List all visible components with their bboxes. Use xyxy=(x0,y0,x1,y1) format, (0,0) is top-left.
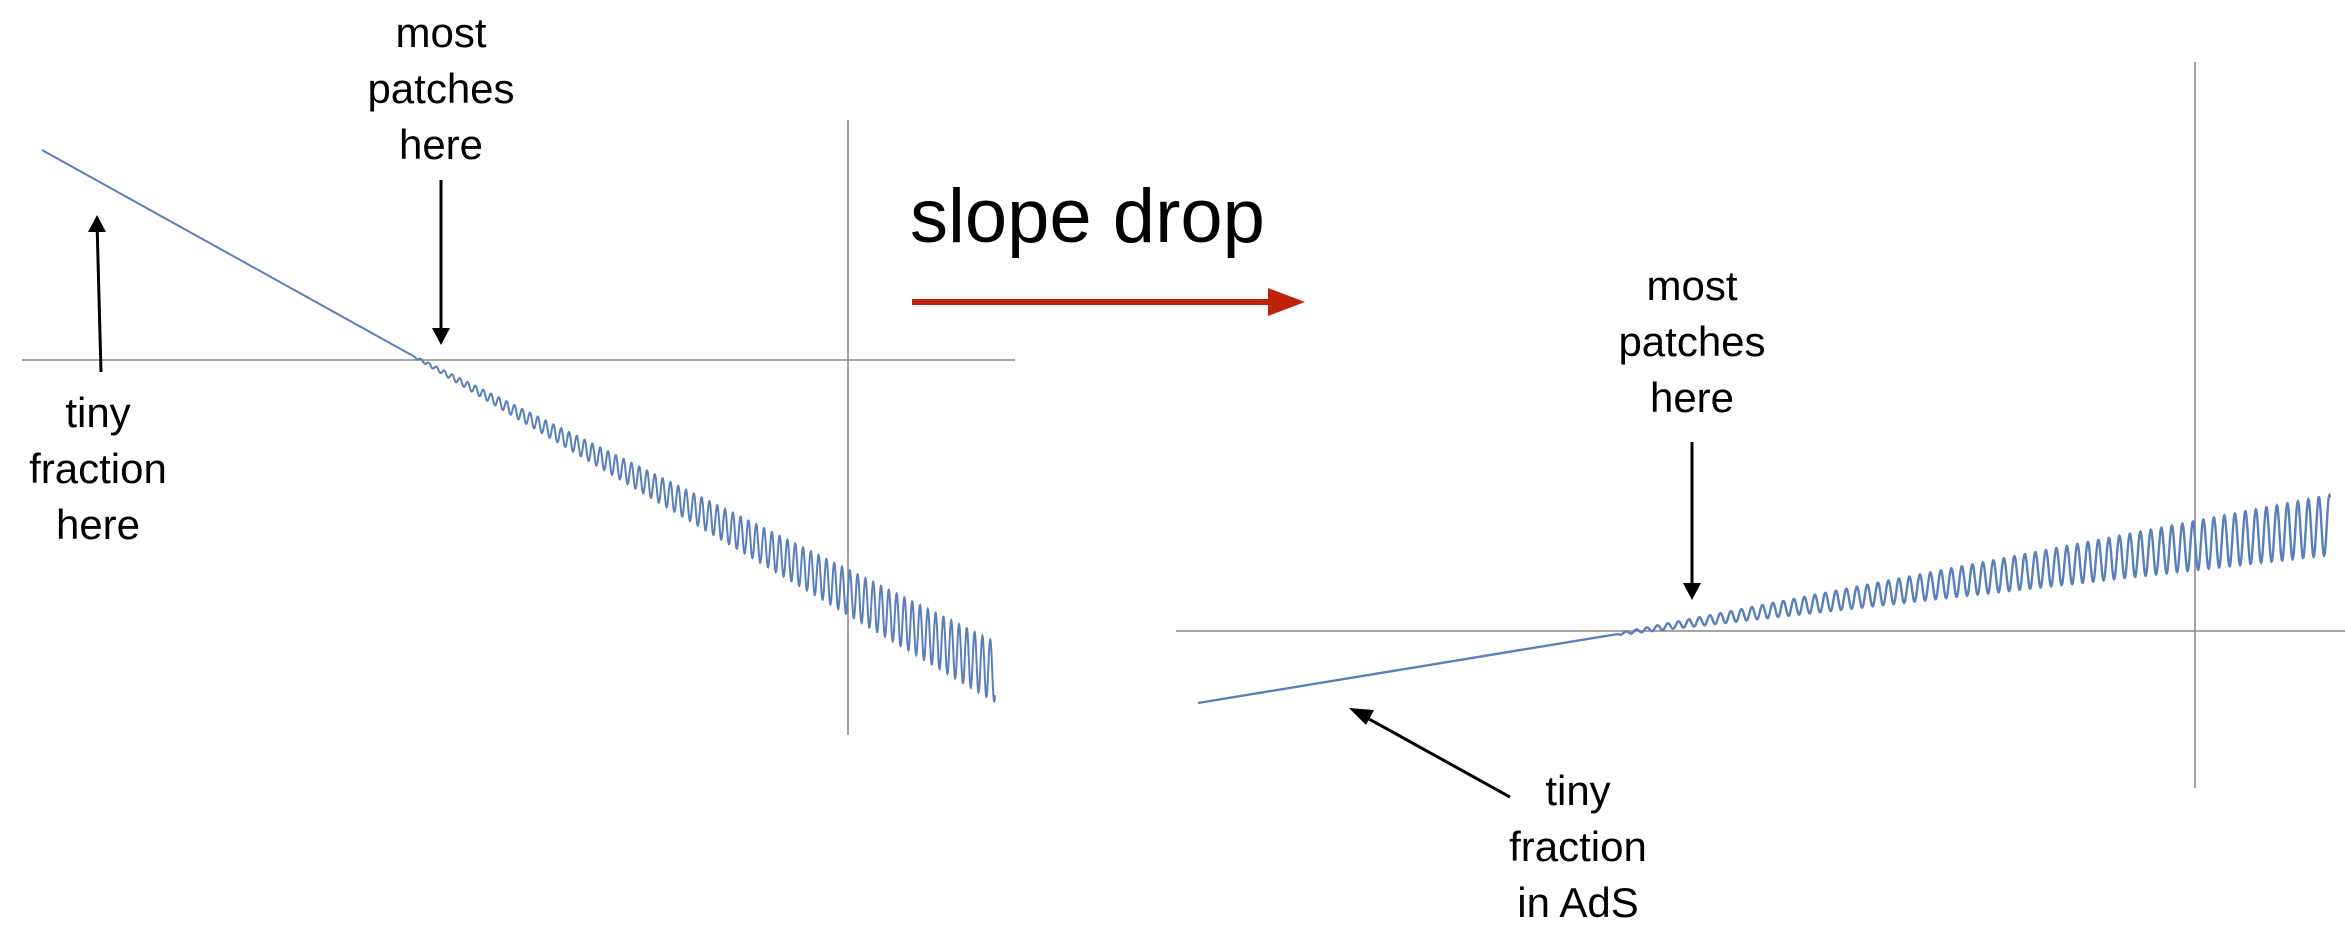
left-bottom-arrowhead xyxy=(88,215,106,232)
left-bottom-label-line: here xyxy=(55,501,141,548)
left-bottom-label-line: fraction xyxy=(29,445,167,492)
left-bottom-pointer-arrow xyxy=(95,221,103,373)
left-smooth-curve xyxy=(41,149,416,358)
right-top-label: most patches here xyxy=(1592,258,1792,426)
right-bottom-label-line: in AdS xyxy=(1517,879,1639,926)
left-bottom-label: tiny fraction here xyxy=(2,385,194,553)
left-top-label: most patches here xyxy=(341,5,541,173)
right-bottom-label-line: fraction xyxy=(1509,823,1647,870)
transition-arrowhead xyxy=(1268,288,1305,316)
transition xyxy=(912,288,1305,316)
slope-drop-title: slope drop xyxy=(910,174,1265,259)
left-top-label-line: here xyxy=(398,121,484,168)
left-top-label-line: patches xyxy=(367,65,515,112)
right-bottom-pointer-arrow xyxy=(1359,712,1511,799)
right-top-label-line: here xyxy=(1649,374,1735,421)
left-top-label-line: most xyxy=(395,9,487,56)
right-smooth-curve xyxy=(1197,632,1619,705)
right-panel xyxy=(1176,62,2345,799)
right-bottom-arrowhead xyxy=(1349,708,1374,725)
right-bottom-label-line: tiny xyxy=(1545,767,1611,814)
right-top-label-line: patches xyxy=(1618,318,1766,365)
left-oscillating-curve xyxy=(414,356,996,703)
left-panel xyxy=(22,120,1015,735)
right-bottom-label: tiny fraction in AdS xyxy=(1478,763,1678,931)
left-bottom-label-line: tiny xyxy=(65,389,131,436)
right-oscillating-curve xyxy=(1617,492,2332,636)
right-top-arrowhead xyxy=(1683,583,1701,600)
left-top-arrowhead xyxy=(432,328,450,345)
right-top-label-line: most xyxy=(1646,262,1738,309)
